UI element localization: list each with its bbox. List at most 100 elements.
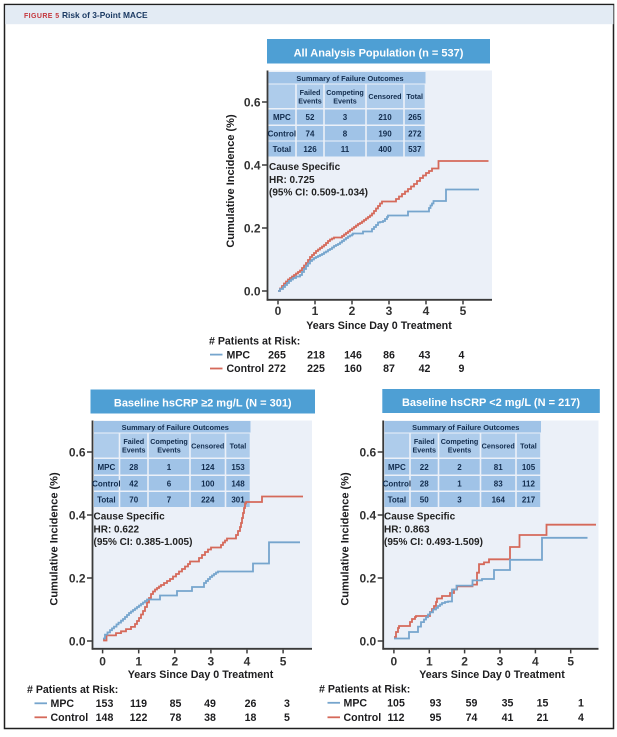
svg-text:Control: Control [268,129,296,138]
svg-text:9: 9 [459,363,465,375]
svg-text:MPC: MPC [227,349,251,361]
svg-text:Summary of Failure Outcomes: Summary of Failure Outcomes [412,423,519,432]
svg-text:4: 4 [578,712,584,724]
svg-text:Cause Specific: Cause Specific [384,512,456,523]
svg-text:Control: Control [227,363,265,375]
svg-text:83: 83 [494,479,503,488]
svg-text:3: 3 [457,496,462,505]
svg-text:0.2: 0.2 [69,572,86,586]
svg-text:MPC: MPC [273,113,291,122]
svg-text:4: 4 [423,304,430,318]
svg-text:148: 148 [231,479,245,488]
svg-text:38: 38 [204,712,216,724]
svg-text:265: 265 [268,349,286,361]
svg-text:49: 49 [204,698,216,710]
svg-text:1: 1 [426,655,433,669]
svg-text:1: 1 [457,479,462,488]
svg-text:(95% CI: 0.493-1.509): (95% CI: 0.493-1.509) [384,537,483,548]
svg-text:Failed: Failed [414,437,435,446]
svg-text:18: 18 [245,712,257,724]
svg-text:0: 0 [391,655,398,669]
svg-text:153: 153 [231,463,245,472]
svg-text:Risk of 3-Point MACE: Risk of 3-Point MACE [62,10,148,20]
svg-text:Events: Events [122,446,146,455]
svg-text:Competing: Competing [441,437,479,446]
svg-text:Events: Events [333,96,357,105]
svg-text:3: 3 [343,113,348,122]
svg-text:1: 1 [578,698,584,710]
svg-text:0.2: 0.2 [360,572,377,586]
svg-text:95: 95 [430,712,442,724]
svg-text:112: 112 [522,479,535,488]
svg-text:160: 160 [344,363,362,375]
svg-text:164: 164 [492,496,506,505]
svg-text:224: 224 [201,496,215,505]
svg-text:5: 5 [280,655,287,669]
svg-text:122: 122 [130,712,148,724]
svg-text:Cause Specific: Cause Specific [94,512,166,523]
svg-text:6: 6 [167,479,172,488]
svg-text:301: 301 [231,496,245,505]
svg-text:28: 28 [129,463,138,472]
svg-text:59: 59 [466,698,478,710]
svg-text:0.0: 0.0 [69,635,86,649]
svg-text:All Analysis Population (n = 5: All Analysis Population (n = 537) [294,47,464,59]
svg-text:2: 2 [171,655,178,669]
svg-text:3: 3 [497,655,504,669]
svg-text:5: 5 [567,655,574,669]
svg-text:11: 11 [341,145,350,154]
svg-text:Events: Events [157,446,181,455]
svg-text:0.4: 0.4 [69,509,86,523]
svg-text:Total: Total [97,496,116,505]
svg-text:Total: Total [230,441,247,450]
svg-text:0.4: 0.4 [244,159,261,173]
svg-text:85: 85 [170,698,182,710]
svg-text:4: 4 [244,655,251,669]
svg-text:(95% CI: 0.385-1.005): (95% CI: 0.385-1.005) [94,537,193,548]
svg-text:0.2: 0.2 [244,222,261,236]
svg-text:Control: Control [92,479,120,488]
svg-text:42: 42 [419,363,431,375]
svg-text:Events: Events [448,446,472,455]
svg-text:# Patients at Risk:: # Patients at Risk: [27,684,118,696]
svg-text:105: 105 [522,463,536,472]
svg-text:Failed: Failed [123,437,144,446]
svg-text:124: 124 [201,463,215,472]
svg-text:86: 86 [383,349,395,361]
svg-text:0.0: 0.0 [244,285,261,299]
svg-text:50: 50 [420,496,429,505]
svg-text:Cumulative Incidence (%): Cumulative Incidence (%) [49,472,61,606]
svg-text:Total: Total [520,441,537,450]
svg-text:Summary of Failure Outcomes: Summary of Failure Outcomes [122,423,229,432]
svg-text:1: 1 [135,655,142,669]
svg-text:119: 119 [130,698,147,710]
svg-text:Competing: Competing [150,437,188,446]
svg-text:42: 42 [129,479,138,488]
svg-text:HR: 0.725: HR: 0.725 [269,175,315,186]
svg-text:Events: Events [298,96,322,105]
svg-text:Baseline hsCRP <2 mg/L (N = 21: Baseline hsCRP <2 mg/L (N = 217) [402,397,580,409]
svg-text:93: 93 [430,698,442,710]
svg-text:1: 1 [312,304,319,318]
svg-text:Cause Specific: Cause Specific [269,162,341,173]
svg-text:5: 5 [460,304,467,318]
svg-text:MPC: MPC [97,463,115,472]
svg-text:4: 4 [532,655,539,669]
svg-text:225: 225 [307,363,325,375]
svg-text:78: 78 [170,712,182,724]
svg-text:146: 146 [344,349,362,361]
svg-text:7: 7 [167,496,172,505]
svg-text:Baseline hsCRP ≥2 mg/L (N = 30: Baseline hsCRP ≥2 mg/L (N = 301) [114,398,292,410]
svg-text:Events: Events [412,446,436,455]
svg-text:0.0: 0.0 [360,635,377,649]
svg-text:70: 70 [129,496,138,505]
svg-text:Competing: Competing [326,88,364,97]
svg-text:210: 210 [378,113,392,122]
svg-text:Total: Total [406,92,423,101]
svg-text:MPC: MPC [344,698,368,710]
svg-text:Years Since Day 0 Treatment: Years Since Day 0 Treatment [419,669,565,681]
svg-text:112: 112 [387,712,404,724]
svg-text:41: 41 [502,712,514,724]
svg-text:8: 8 [343,129,348,138]
svg-text:218: 218 [307,349,325,361]
